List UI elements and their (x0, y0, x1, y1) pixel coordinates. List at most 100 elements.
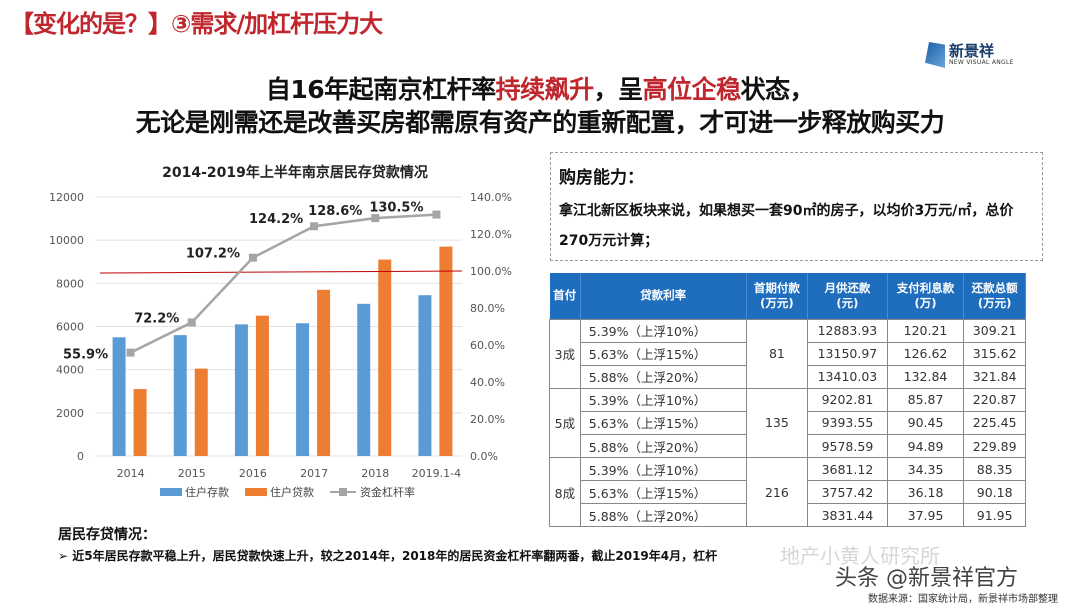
right-axis-tick: 100.0% (470, 265, 512, 278)
watermark-faint: 地产小黄人研究所 (780, 544, 940, 568)
bar-deposit (234, 324, 248, 456)
legend-label: 住户存款 (185, 485, 229, 499)
bar-loan (255, 315, 269, 456)
table-row: 8成 5.39%（上浮10%） 216 3681.12 34.35 88.35 (549, 457, 1026, 528)
right-axis-tick: 80.0% (470, 302, 505, 315)
purchase-capacity-box: 购房能力： 拿江北新区板块来说，如果想买一套90㎡的房子，以均价3万元/㎡，总价… (550, 152, 1043, 261)
interest-cell: 85.87 (886, 387, 965, 412)
watermark: 头条 @新景祥官方 (835, 566, 1018, 591)
left-axis-tick: 12000 (49, 191, 84, 204)
column-header: 月供还款 (元) (807, 273, 888, 319)
monthly-payment-cell: 3757.42 (807, 480, 888, 505)
legend-label: 资金杠杆率 (360, 485, 415, 499)
table-row: 5.63%（上浮15%） 3757.42 36.18 90.18 (550, 480, 1026, 505)
loan-rate-cell: 5.39%（上浮10%） (579, 457, 747, 482)
right-axis-tick: 0.0% (470, 450, 498, 463)
chart-title: 2014-2019年上半年南京居民存贷款情况 (162, 164, 428, 181)
interest-cell: 120.21 (886, 318, 965, 343)
left-axis-tick: 8000 (56, 277, 84, 290)
monthly-payment-cell: 13410.03 (807, 364, 888, 389)
headline-line-1: 自16年起南京杠杆率持续飙升，呈高位企稳状态， (0, 70, 1080, 106)
leverage-line (130, 213, 437, 354)
total-repayment-cell: 315.62 (963, 341, 1026, 366)
x-axis-tick: 2015 (178, 467, 206, 480)
leverage-marker (126, 348, 135, 357)
reference-line-100pct (99, 270, 463, 274)
monthly-payment-cell: 3681.12 (807, 457, 888, 482)
headline-segment: 自16年起南京杠杆率 (265, 75, 496, 104)
down-payment-ratio-cell: 3成 (549, 318, 581, 389)
x-axis-tick: 2019.1-4 (412, 467, 461, 480)
interest-cell: 37.95 (886, 503, 965, 528)
total-repayment-cell: 229.89 (963, 433, 1026, 459)
bar-deposit (112, 337, 126, 456)
loan-rate-cell: 5.88%（上浮20%） (579, 433, 747, 459)
leverage-marker (187, 318, 196, 327)
logo-mark-icon (925, 42, 945, 68)
interest-cell: 126.62 (886, 341, 965, 366)
note-bullet: ➢ 近5年居民存款平稳上升，居民贷款快速上升，较之2014年，2018年的居民资… (58, 549, 718, 563)
bar-loan (378, 259, 392, 456)
column-header: 首期付款 (万元) (746, 273, 809, 319)
first-payment-cell: 81 (745, 318, 809, 389)
table-row: 5.88%（上浮20%） 9578.59 94.89 229.89 (550, 433, 1026, 459)
right-axis-tick: 60.0% (470, 339, 505, 352)
table-row: 5.63%（上浮15%） 13150.97 126.62 315.62 (550, 341, 1026, 366)
column-header: 贷款利率 (580, 273, 747, 319)
leverage-marker (310, 222, 319, 231)
bar-deposit (418, 295, 432, 456)
loan-rate-cell: 5.88%（上浮20%） (579, 503, 747, 528)
leverage-label: 107.2% (186, 247, 240, 262)
first-payment-cell: 216 (745, 457, 809, 528)
right-axis-tick: 140.0% (470, 191, 512, 204)
interest-cell: 36.18 (886, 480, 965, 505)
table-row: 3成 5.39%（上浮10%） 81 12883.93 120.21 309.21 (549, 318, 1026, 389)
monthly-payment-cell: 13150.97 (807, 341, 888, 366)
legend-swatch-marker (339, 488, 347, 496)
total-repayment-cell: 321.84 (963, 364, 1026, 389)
leverage-label: 55.9% (63, 348, 108, 363)
left-axis-tick: 10000 (49, 234, 84, 247)
down-payment-ratio-cell: 8成 (549, 457, 581, 528)
x-axis-tick: 2014 (117, 467, 145, 480)
right-axis-tick: 20.0% (470, 413, 505, 426)
logo-subtitle: NEW VISUAL ANGLE (949, 59, 1014, 66)
left-axis-tick: 4000 (56, 364, 84, 377)
loan-rate-cell: 5.88%（上浮20%） (579, 364, 747, 389)
logo: 新景祥 NEW VISUAL ANGLE (925, 40, 1035, 72)
leverage-label: 130.5% (369, 201, 423, 216)
interest-cell: 34.35 (886, 457, 965, 482)
table-row: 5成 5.39%（上浮10%） 135 9202.81 85.87 220.87 (549, 387, 1026, 459)
loan-rate-cell: 5.63%（上浮15%） (579, 480, 747, 505)
first-payment-cell: 135 (745, 387, 809, 459)
x-axis-tick: 2016 (239, 467, 267, 480)
column-header: 支付利息款 (万) (887, 273, 965, 319)
bar-deposit (357, 303, 371, 456)
bar-loan (439, 246, 453, 456)
loan-rate-cell: 5.63%（上浮15%） (579, 410, 747, 435)
column-header: 还款总额 (万元) (963, 273, 1026, 319)
right-axis-tick: 40.0% (470, 376, 505, 389)
total-repayment-cell: 309.21 (963, 318, 1026, 343)
monthly-payment-cell: 9202.81 (807, 387, 888, 412)
leverage-label: 128.6% (308, 204, 362, 219)
leverage-label: 124.2% (249, 212, 303, 227)
headline-line-2: 无论是刚需还是改善买房都需原有资产的重新配置，才可进一步释放购买力 (135, 108, 945, 137)
monthly-payment-cell: 9578.59 (807, 433, 888, 459)
headline-segment: 高位企稳 (642, 75, 742, 104)
left-axis-tick: 2000 (56, 407, 84, 420)
headline-segment: 持续飙升 (495, 75, 595, 104)
right-axis-tick: 120.0% (470, 228, 512, 241)
x-axis-tick: 2017 (300, 467, 328, 480)
mortgage-table: 首付 贷款利率 首期付款 (万元) 月供还款 (元) 支付利息款 (万) 还款总额 (万元) 3成… (549, 273, 1026, 528)
info-body: 拿江北新区板块来说，如果想买一套90㎡的房子，以均价3万元/㎡，总价270万元计… (559, 203, 1014, 249)
down-payment-ratio-cell: 5成 (549, 387, 581, 459)
legend-label: 住户贷款 (270, 485, 314, 499)
bar-deposit (296, 323, 310, 456)
total-repayment-cell: 220.87 (963, 387, 1026, 412)
logo-name: 新景祥 (949, 42, 995, 60)
left-axis-tick: 6000 (56, 321, 84, 334)
total-repayment-cell: 91.95 (963, 503, 1026, 528)
leverage-marker (371, 214, 380, 223)
bar-loan (194, 368, 208, 456)
